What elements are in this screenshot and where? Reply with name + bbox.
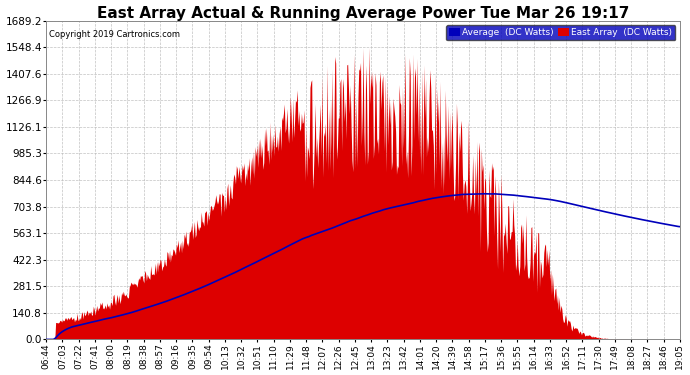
Text: Copyright 2019 Cartronics.com: Copyright 2019 Cartronics.com [50, 30, 180, 39]
Title: East Array Actual & Running Average Power Tue Mar 26 19:17: East Array Actual & Running Average Powe… [97, 6, 629, 21]
Legend: Average  (DC Watts), East Array  (DC Watts): Average (DC Watts), East Array (DC Watts… [446, 25, 676, 40]
